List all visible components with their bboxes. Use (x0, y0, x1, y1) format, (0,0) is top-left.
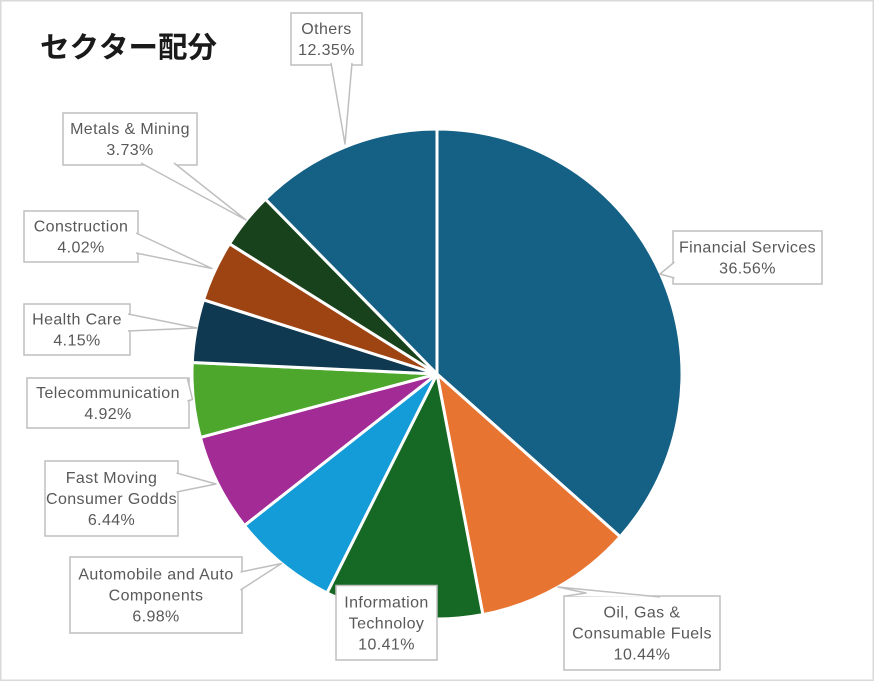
svg-text:Financial Services: Financial Services (679, 240, 816, 257)
svg-text:12.35%: 12.35% (298, 42, 355, 59)
svg-text:10.41%: 10.41% (358, 636, 415, 653)
svg-text:Construction: Construction (34, 219, 129, 236)
svg-text:Telecommunication: Telecommunication (36, 385, 180, 402)
svg-text:Consumer Godds: Consumer Godds (46, 491, 177, 508)
svg-text:Others: Others (301, 21, 351, 38)
svg-text:4.15%: 4.15% (53, 333, 100, 350)
svg-text:Components: Components (109, 588, 204, 605)
svg-text:Metals & Mining: Metals & Mining (70, 121, 190, 138)
svg-text:3.73%: 3.73% (106, 142, 153, 159)
svg-text:Consumable Fuels: Consumable Fuels (572, 626, 712, 643)
svg-text:10.44%: 10.44% (614, 647, 671, 664)
svg-text:Technoloy: Technoloy (349, 615, 425, 632)
svg-text:4.92%: 4.92% (84, 406, 131, 423)
svg-text:6.44%: 6.44% (88, 512, 135, 529)
svg-text:6.98%: 6.98% (132, 609, 179, 626)
svg-text:4.02%: 4.02% (57, 240, 104, 257)
svg-text:Health Care: Health Care (32, 312, 122, 329)
svg-text:Oil, Gas &: Oil, Gas & (604, 605, 681, 622)
svg-text:Information: Information (344, 594, 428, 611)
svg-text:Fast Moving: Fast Moving (66, 470, 158, 487)
svg-text:36.56%: 36.56% (719, 261, 776, 278)
svg-text:Automobile and Auto: Automobile and Auto (78, 567, 233, 584)
